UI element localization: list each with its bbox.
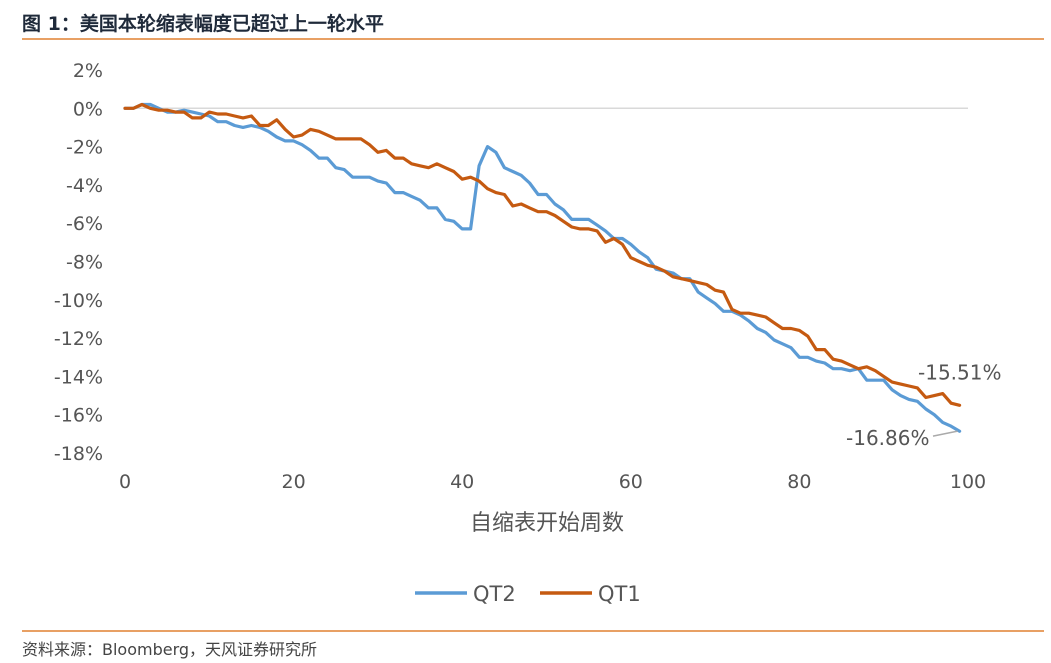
- x-tick-label: 40: [450, 471, 474, 493]
- x-tick-label: 80: [787, 471, 811, 493]
- y-tick-label: -4%: [66, 175, 103, 197]
- x-tick-label: 0: [119, 471, 131, 493]
- x-tick-label: 100: [950, 471, 986, 493]
- y-tick-label: -16%: [54, 405, 103, 427]
- series-lines: [123, 102, 962, 433]
- x-tick-label: 20: [282, 471, 306, 493]
- annotation-leader-qt2: [932, 430, 958, 437]
- header-divider: [22, 38, 1044, 40]
- annotation-qt2: -16.86%: [846, 426, 929, 450]
- source-note: 资料来源：Bloomberg，天风证券研究所: [22, 640, 318, 659]
- legend-label-qt1: QT1: [598, 582, 641, 606]
- series-line-qt1: [123, 102, 962, 407]
- y-tick-label: 2%: [73, 60, 103, 82]
- series-line-qt2: [123, 102, 962, 433]
- legend-label-qt2: QT2: [473, 582, 516, 606]
- legend: QT2 QT1: [415, 582, 641, 606]
- y-tick-label: -18%: [54, 443, 103, 465]
- y-tick-label: 0%: [73, 98, 103, 120]
- x-axis: 0 20 40 60 80 100: [119, 471, 986, 493]
- y-axis: 2% 0% -2% -4% -6% -8% -10% -12% -14% -16% -18%: [54, 60, 103, 465]
- x-axis-label: 自缩表开始周数: [470, 511, 624, 536]
- y-tick-label: -8%: [66, 252, 103, 274]
- y-tick-label: -14%: [54, 366, 103, 388]
- x-tick-label: 60: [619, 471, 643, 493]
- y-tick-label: -6%: [66, 213, 103, 235]
- value-annotations: -15.51% -16.86%: [846, 360, 1001, 450]
- y-tick-label: -10%: [54, 290, 103, 312]
- y-tick-label: -12%: [54, 328, 103, 350]
- annotation-qt1: -15.51%: [918, 360, 1001, 384]
- footer-divider: [22, 630, 1044, 632]
- chart-title: 图 1：美国本轮缩表幅度已超过上一轮水平: [22, 13, 384, 35]
- y-tick-label: -2%: [66, 137, 103, 159]
